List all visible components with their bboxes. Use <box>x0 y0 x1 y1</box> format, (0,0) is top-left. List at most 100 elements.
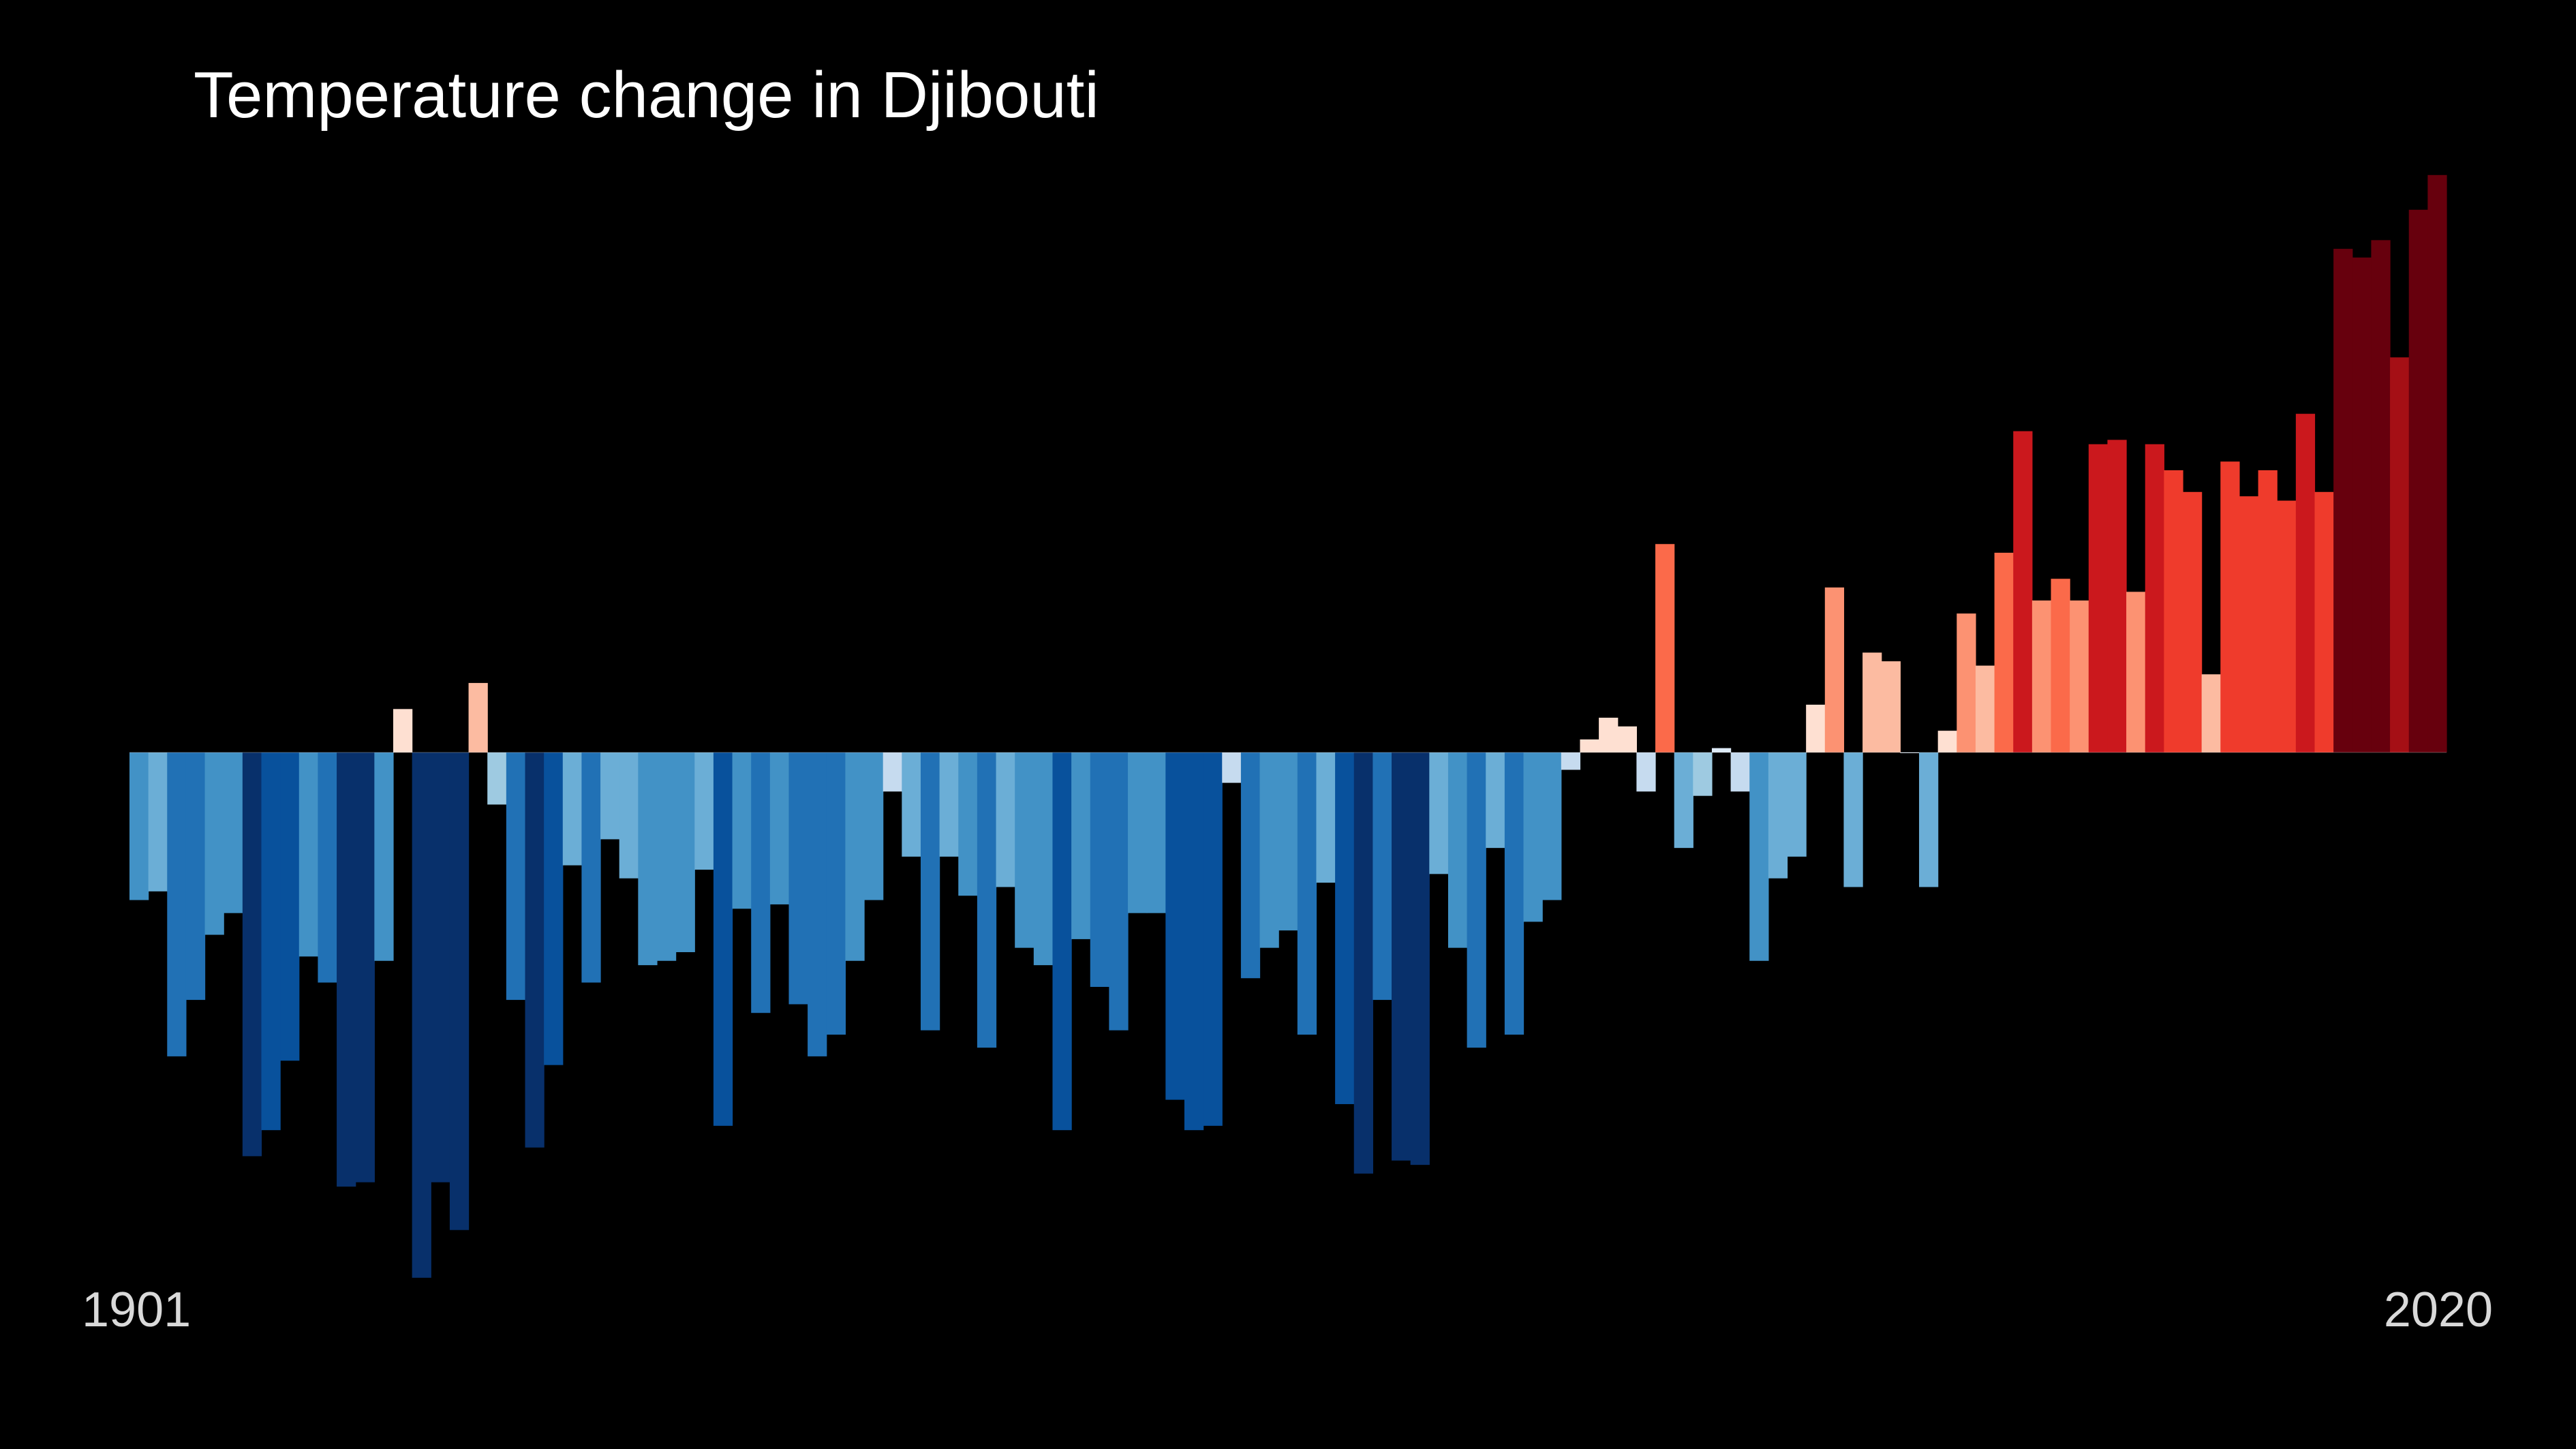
bar-1994 <box>1881 661 1901 752</box>
bar-1959 <box>1222 752 1242 783</box>
chart-title: Temperature change in Djibouti <box>194 59 1099 132</box>
bar-2002 <box>2031 600 2052 752</box>
bar-1983 <box>1674 752 1693 849</box>
bar-2010 <box>2183 491 2203 752</box>
bar-1927 <box>619 752 639 879</box>
bar-1941 <box>883 752 902 792</box>
bar-1913 <box>355 752 375 1183</box>
bar-1989 <box>1787 752 1807 857</box>
bars-group <box>129 174 2447 1278</box>
bar-1910 <box>298 752 319 957</box>
bar-1980 <box>1617 726 1637 752</box>
bar-1972 <box>1467 752 1486 1048</box>
x-axis-start-year: 1901 <box>82 1283 191 1337</box>
bar-2008 <box>2145 444 2164 752</box>
bar-2022 <box>2408 209 2428 752</box>
bar-1934 <box>751 752 771 1013</box>
bar-1903 <box>167 752 187 1056</box>
bar-1925 <box>581 752 601 983</box>
bar-1916 <box>412 752 431 1278</box>
bar-2012 <box>2220 461 2240 752</box>
bar-1974 <box>1504 752 1524 1035</box>
bar-1991 <box>1824 587 1845 752</box>
bar-1906 <box>224 752 243 913</box>
bar-1928 <box>638 752 658 966</box>
bar-1988 <box>1768 752 1788 879</box>
bar-1950 <box>1052 752 1072 1131</box>
bar-2016 <box>2295 414 2316 752</box>
bar-1993 <box>1862 652 1882 752</box>
bar-1929 <box>656 752 677 961</box>
bar-1978 <box>1580 739 1599 752</box>
bar-1922 <box>525 752 545 1148</box>
bar-1957 <box>1184 752 1204 1131</box>
bar-1946 <box>977 752 997 1048</box>
bar-2003 <box>2051 579 2070 752</box>
bar-1952 <box>1090 752 1109 987</box>
bar-1975 <box>1523 752 1543 922</box>
bar-1987 <box>1749 752 1769 961</box>
bar-1971 <box>1447 752 1468 948</box>
bar-1981 <box>1636 752 1656 792</box>
bar-1949 <box>1033 752 1054 966</box>
bar-1924 <box>562 752 583 866</box>
bar-1955 <box>1146 752 1166 913</box>
bar-1942 <box>902 752 921 857</box>
bar-1970 <box>1429 752 1449 874</box>
bar-1930 <box>675 752 695 953</box>
bar-1926 <box>600 752 620 840</box>
bar-1935 <box>769 752 790 904</box>
bar-1963 <box>1297 752 1317 1035</box>
bar-1940 <box>864 752 884 900</box>
bar-1982 <box>1655 544 1675 752</box>
bar-1953 <box>1109 752 1129 1031</box>
bar-2007 <box>2126 592 2146 752</box>
bar-2004 <box>2070 600 2089 752</box>
bar-2000 <box>1994 552 2014 752</box>
bar-1914 <box>374 752 394 961</box>
bar-1938 <box>826 752 846 1035</box>
bar-1915 <box>393 709 413 752</box>
bar-1948 <box>1015 752 1034 948</box>
bar-1909 <box>280 752 300 1061</box>
bar-1936 <box>788 752 808 1005</box>
bar-1951 <box>1071 752 1091 939</box>
bar-1904 <box>185 752 206 1001</box>
bar-1979 <box>1599 718 1619 752</box>
bar-1965 <box>1335 752 1355 1104</box>
bar-2001 <box>2013 431 2033 752</box>
bar-1999 <box>1975 665 1995 752</box>
bar-1995 <box>1900 752 1920 753</box>
bar-1997 <box>1937 731 1957 752</box>
bar-2013 <box>2239 496 2259 752</box>
bar-1964 <box>1316 752 1336 883</box>
bar-1947 <box>996 752 1015 887</box>
bar-1990 <box>1806 704 1826 752</box>
bar-1945 <box>958 752 978 896</box>
bar-2015 <box>2277 500 2297 752</box>
bar-1958 <box>1203 752 1223 1126</box>
bar-1960 <box>1240 752 1261 979</box>
bar-1902 <box>148 752 168 891</box>
bar-2021 <box>2390 357 2410 752</box>
bar-1961 <box>1259 752 1279 948</box>
bar-2023 <box>2427 174 2447 752</box>
bar-2020 <box>2371 240 2391 753</box>
bar-1968 <box>1392 752 1411 1161</box>
bar-1932 <box>713 752 733 1126</box>
bar-2006 <box>2107 440 2127 752</box>
bar-1944 <box>939 752 959 857</box>
bar-1984 <box>1693 752 1713 796</box>
bar-1973 <box>1486 752 1505 849</box>
bar-1966 <box>1353 752 1373 1174</box>
bar-2019 <box>2352 257 2372 752</box>
bar-1996 <box>1919 752 1939 887</box>
bar-1921 <box>506 752 526 1001</box>
bar-1905 <box>204 752 224 935</box>
bar-1908 <box>261 752 281 1131</box>
bar-1939 <box>845 752 865 961</box>
bar-1923 <box>544 752 564 1065</box>
bar-1912 <box>337 752 356 1187</box>
bar-1986 <box>1730 752 1750 792</box>
bar-1907 <box>242 752 262 1157</box>
